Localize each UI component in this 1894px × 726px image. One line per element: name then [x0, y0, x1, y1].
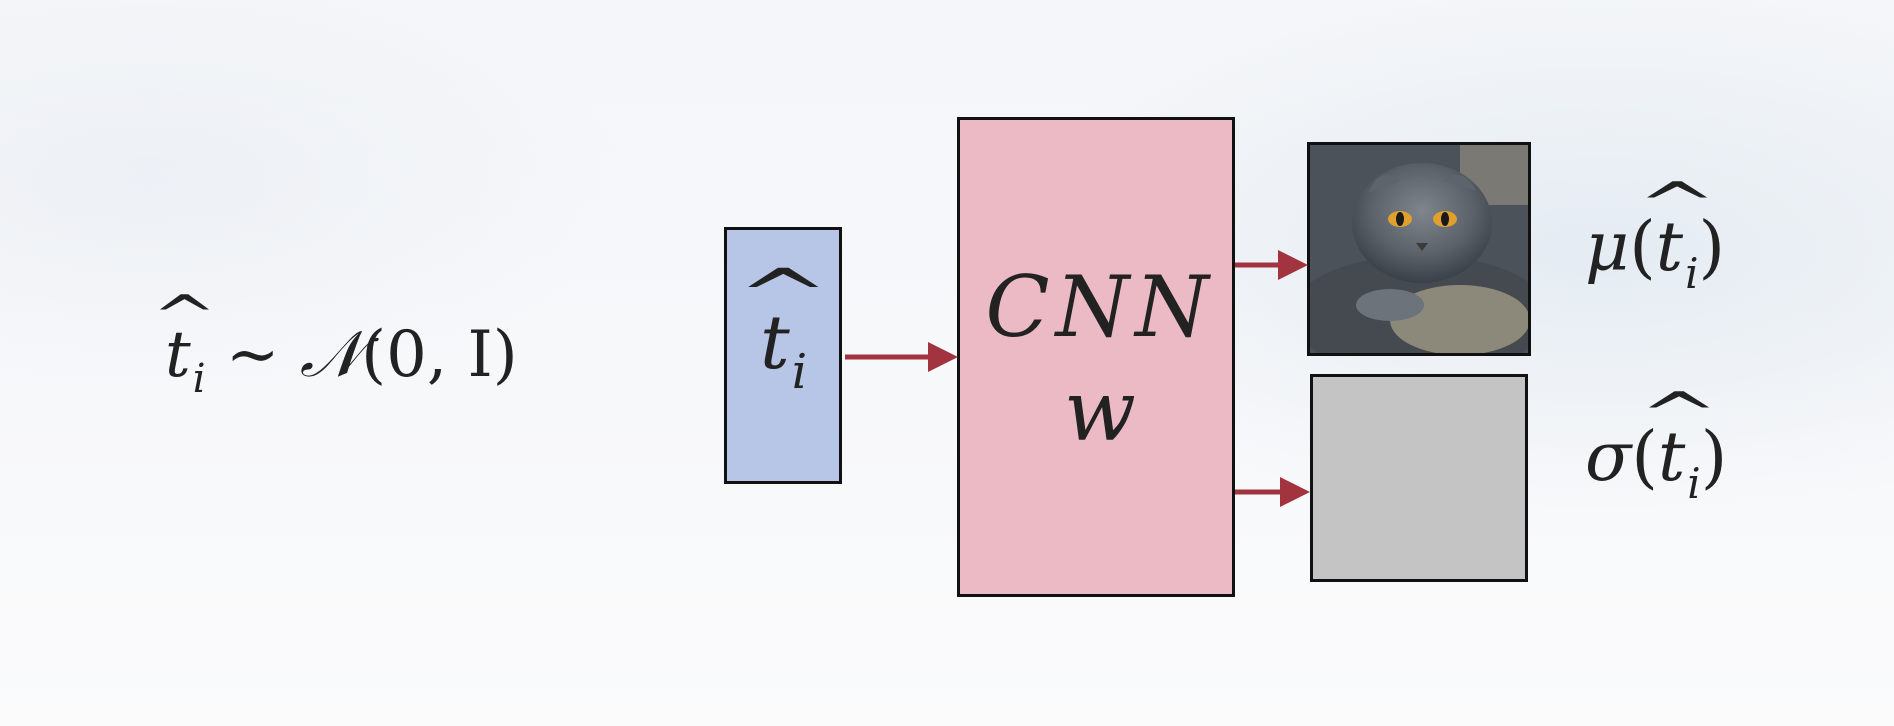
mu-func: μ: [1585, 208, 1630, 287]
sigma-label: σ(^ ti): [1585, 380, 1728, 508]
cnn-name: CNN: [985, 258, 1215, 356]
latent-label: ^ ti: [736, 254, 831, 400]
latent-box: [724, 227, 842, 484]
prior-formula: ^ ti ∼ 𝒩(0, I): [151, 284, 518, 402]
cat-photo: [1310, 145, 1528, 353]
latent-label-subscript: i: [791, 344, 808, 400]
variance-output-image: [1310, 374, 1528, 582]
normal-symbol: 𝒩: [299, 318, 362, 392]
cnn-box: [957, 117, 1235, 597]
sigma-var: ^ t: [1638, 380, 1720, 497]
mu-var: ^ t: [1636, 170, 1718, 287]
cnn-weights: w: [1064, 362, 1136, 460]
mean-output-image: [1307, 142, 1531, 356]
sim-symbol: ∼: [225, 318, 280, 392]
sigma-subscript: i: [1687, 459, 1701, 508]
latent-subscript: i: [192, 356, 206, 402]
mu-subscript: i: [1685, 249, 1699, 298]
sigma-func: σ: [1585, 418, 1632, 497]
mu-label: μ(^ ti): [1585, 170, 1726, 298]
normal-args: (0, I): [361, 318, 518, 392]
latent-label-var: ^ t: [736, 254, 831, 386]
latent-var: ^ t: [151, 284, 218, 392]
